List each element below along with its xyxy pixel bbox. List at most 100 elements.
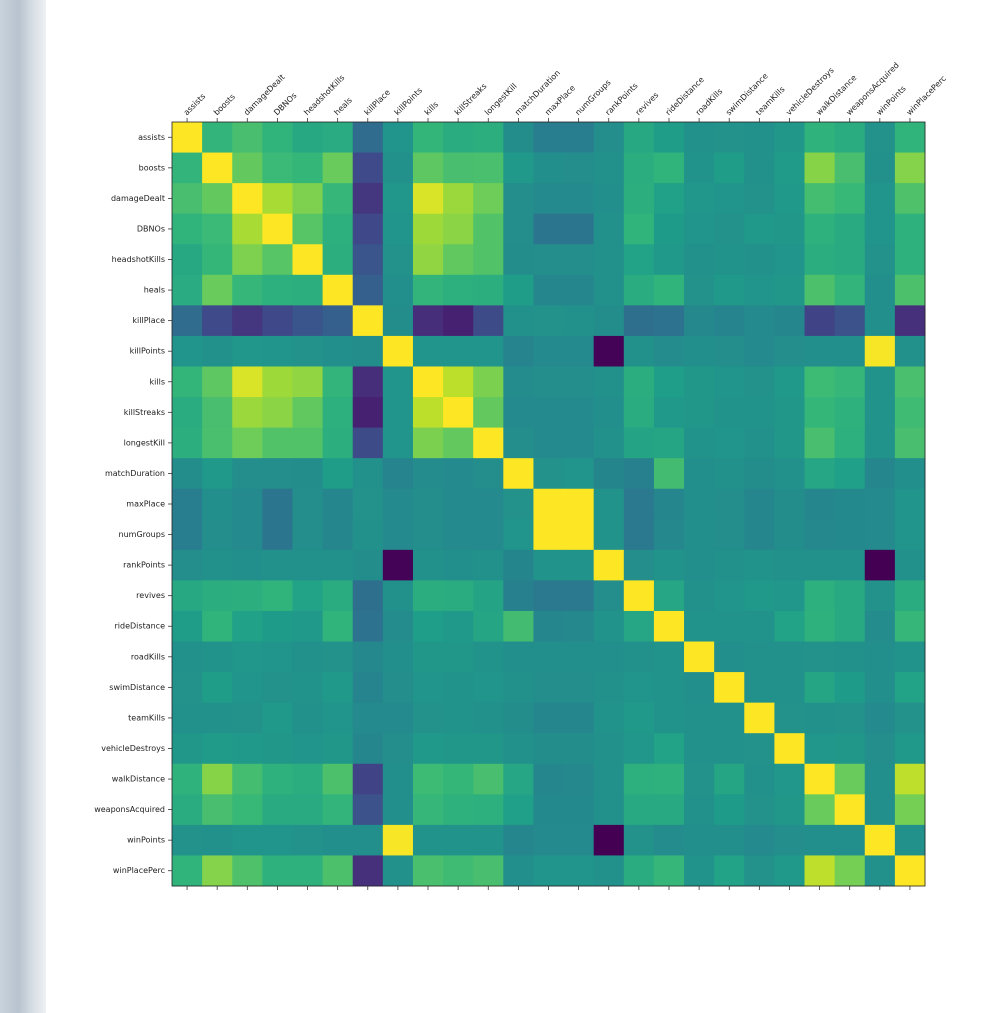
heatmap-cell [684,305,715,336]
heatmap-cell [232,611,263,642]
heatmap-cell [684,153,715,184]
heatmap-cell [202,458,233,489]
heatmap-cell [473,703,504,734]
heatmap-cell [684,428,715,459]
heatmap-cell [865,519,896,550]
heatmap-cell [353,825,384,856]
heatmap-cell [533,214,564,245]
heatmap-cell [835,305,866,336]
heatmap-cell [473,275,504,306]
heatmap-cell [744,366,775,397]
heatmap-cell [865,489,896,520]
y-tick-label: DBNOs [137,224,165,233]
heatmap-cell [232,764,263,795]
heatmap-cell [714,214,745,245]
heatmap-cell [413,336,444,367]
heatmap-cell [835,366,866,397]
heatmap-cell [805,550,836,581]
heatmap-cell [564,244,595,275]
heatmap-cell [383,153,414,184]
heatmap-cell [292,519,323,550]
heatmap-cell [262,183,293,214]
heatmap-cell [232,703,263,734]
heatmap-cell [443,305,474,336]
heatmap-cell [744,764,775,795]
heatmap-cell [383,733,414,764]
y-tick-label: boosts [139,163,165,172]
heatmap-cell [172,855,203,886]
heatmap-cell [443,183,474,214]
heatmap-cell [805,611,836,642]
heatmap-cell [744,672,775,703]
heatmap-cell [594,642,625,673]
heatmap-cell [202,275,233,306]
heatmap-cell [805,275,836,306]
heatmap-cell [533,550,564,581]
heatmap-cell [232,428,263,459]
heatmap-cell [744,825,775,856]
heatmap-cell [533,122,564,153]
heatmap-cell [835,764,866,795]
heatmap-cell [805,397,836,428]
heatmap-cell [473,733,504,764]
heatmap-cell [654,305,685,336]
heatmap-cell [895,428,926,459]
heatmap-cell [262,550,293,581]
heatmap-cell [895,580,926,611]
heatmap-cell [323,428,354,459]
heatmap-cell [232,672,263,703]
heatmap-cell [232,855,263,886]
heatmap-cell [473,672,504,703]
heatmap-cell [443,519,474,550]
heatmap-cell [443,153,474,184]
heatmap-cell [895,122,926,153]
heatmap-cell [172,764,203,795]
heatmap-cell [654,122,685,153]
heatmap-cell [684,672,715,703]
heatmap-cell [443,611,474,642]
heatmap-cell [805,305,836,336]
heatmap-cell [232,275,263,306]
heatmap-cell [353,519,384,550]
heatmap-cell [202,733,233,764]
heatmap-cell [624,733,655,764]
heatmap-cell [865,183,896,214]
heatmap-cell [172,214,203,245]
heatmap-cell [473,458,504,489]
y-tick-label: longestKill [124,438,165,447]
heatmap-cell [714,153,745,184]
heatmap-cell [443,122,474,153]
heatmap-cell [443,825,474,856]
heatmap-cell [774,244,805,275]
heatmap-cell [202,214,233,245]
heatmap-cell [292,794,323,825]
heatmap-cell [865,855,896,886]
heatmap-cell [564,397,595,428]
heatmap-cell [443,794,474,825]
heatmap-cell [383,428,414,459]
y-tick-label: rankPoints [123,561,165,570]
heatmap-cell [714,183,745,214]
heatmap-cell [533,825,564,856]
heatmap-cell [443,550,474,581]
heatmap-cell [714,794,745,825]
heatmap-cell [714,855,745,886]
heatmap-cell [172,397,203,428]
heatmap-cell [292,672,323,703]
heatmap-cell [413,305,444,336]
heatmap-cell [292,825,323,856]
heatmap-cell [353,611,384,642]
heatmap-cell [413,703,444,734]
heatmap-cell [232,794,263,825]
heatmap-cell [564,214,595,245]
heatmap-cell [624,855,655,886]
heatmap-cell [654,580,685,611]
heatmap-cell [413,825,444,856]
heatmap-cell [533,519,564,550]
heatmap-cell [413,275,444,306]
heatmap-cell [323,794,354,825]
heatmap-cell [654,214,685,245]
heatmap-cell [684,580,715,611]
heatmap-cell [413,183,444,214]
heatmap-cell [654,244,685,275]
